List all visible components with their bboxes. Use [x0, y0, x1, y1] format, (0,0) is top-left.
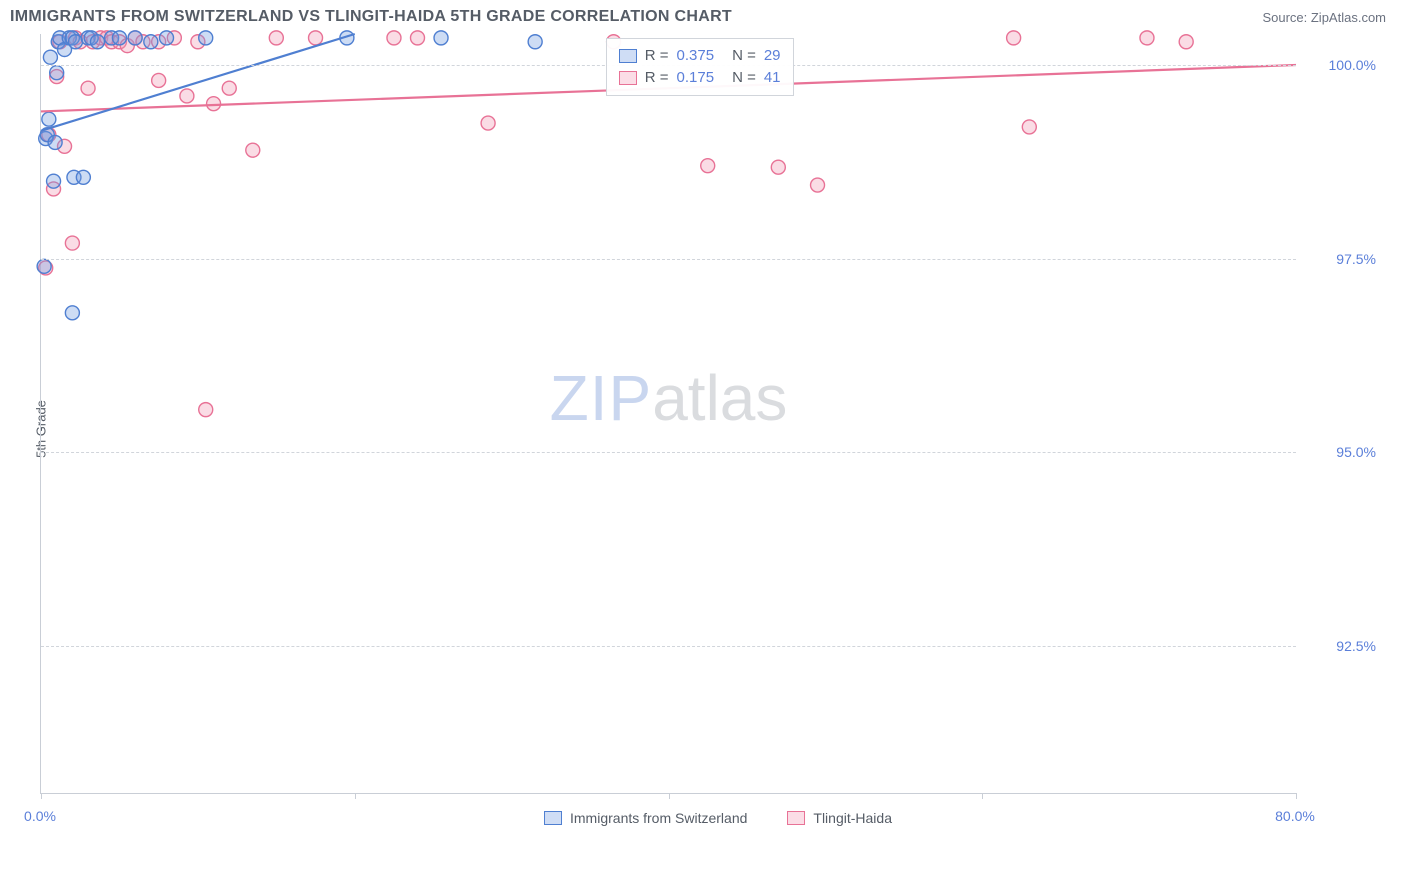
data-point — [76, 170, 90, 184]
data-point — [246, 143, 260, 157]
gridline — [41, 452, 1296, 453]
x-tick-label: 0.0% — [24, 808, 56, 824]
y-tick-label: 100.0% — [1329, 57, 1376, 73]
x-tick — [355, 793, 356, 799]
bottom-legend-label: Tlingit-Haida — [813, 810, 892, 826]
data-point — [1179, 35, 1193, 49]
data-point — [1007, 31, 1021, 45]
bottom-legend-item: Immigrants from Switzerland — [544, 810, 747, 826]
data-point — [269, 31, 283, 45]
data-point — [152, 73, 166, 87]
legend-row: R = 0.175 N = 41 — [619, 67, 781, 89]
data-point — [81, 81, 95, 95]
data-point — [811, 178, 825, 192]
legend-swatch — [619, 71, 637, 85]
data-point — [65, 236, 79, 250]
legend-swatch — [787, 811, 805, 825]
legend-n-label: N = — [732, 67, 756, 89]
plot-area: ZIPatlas 92.5%95.0%97.5%100.0%R =0.375N … — [40, 34, 1296, 794]
data-point — [47, 174, 61, 188]
data-point — [65, 306, 79, 320]
data-point — [309, 31, 323, 45]
data-point — [528, 35, 542, 49]
data-point — [69, 35, 83, 49]
correlation-legend: R = 0.375 N = 29 R = 0.175 N = 41 — [606, 38, 794, 96]
x-tick — [669, 793, 670, 799]
data-point — [1022, 120, 1036, 134]
legend-r-value: 0.175 — [677, 67, 715, 89]
bottom-legend: Immigrants from Switzerland Tlingit-Haida — [544, 810, 892, 826]
x-tick — [982, 793, 983, 799]
data-point — [199, 31, 213, 45]
x-tick-label: 80.0% — [1275, 808, 1315, 824]
data-point — [160, 31, 174, 45]
data-point — [411, 31, 425, 45]
gridline — [41, 646, 1296, 647]
legend-n-value: 29 — [764, 45, 781, 67]
data-point — [434, 31, 448, 45]
data-point — [701, 159, 715, 173]
data-point — [387, 31, 401, 45]
y-tick-label: 97.5% — [1336, 251, 1376, 267]
y-tick-label: 95.0% — [1336, 444, 1376, 460]
plot-svg — [41, 34, 1296, 793]
data-point — [207, 97, 221, 111]
data-point — [1140, 31, 1154, 45]
legend-row: R = 0.375 N = 29 — [619, 45, 781, 67]
data-point — [199, 403, 213, 417]
data-point — [180, 89, 194, 103]
x-tick — [1296, 793, 1297, 799]
legend-n-label: N = — [732, 45, 756, 67]
chart-container: 5th Grade ZIPatlas 92.5%95.0%97.5%100.0%… — [40, 34, 1396, 824]
data-point — [42, 112, 56, 126]
data-point — [37, 259, 51, 273]
x-tick — [41, 793, 42, 799]
legend-swatch — [544, 811, 562, 825]
bottom-legend-item: Tlingit-Haida — [787, 810, 892, 826]
data-point — [771, 160, 785, 174]
chart-header: IMMIGRANTS FROM SWITZERLAND VS TLINGIT-H… — [0, 0, 1406, 34]
data-point — [222, 81, 236, 95]
legend-r-label: R = — [645, 67, 669, 89]
legend-swatch — [619, 49, 637, 63]
legend-r-value: 0.375 — [677, 45, 715, 67]
chart-source: Source: ZipAtlas.com — [1262, 10, 1386, 25]
data-point — [90, 35, 104, 49]
data-point — [48, 135, 62, 149]
y-tick-label: 92.5% — [1336, 638, 1376, 654]
data-point — [43, 50, 57, 64]
data-point — [112, 31, 126, 45]
bottom-legend-label: Immigrants from Switzerland — [570, 810, 747, 826]
gridline — [41, 259, 1296, 260]
legend-n-value: 41 — [764, 67, 781, 89]
data-point — [481, 116, 495, 130]
data-point — [50, 66, 64, 80]
legend-r-label: R = — [645, 45, 669, 67]
data-point — [128, 31, 142, 45]
chart-title: IMMIGRANTS FROM SWITZERLAND VS TLINGIT-H… — [10, 8, 732, 26]
data-point — [144, 35, 158, 49]
